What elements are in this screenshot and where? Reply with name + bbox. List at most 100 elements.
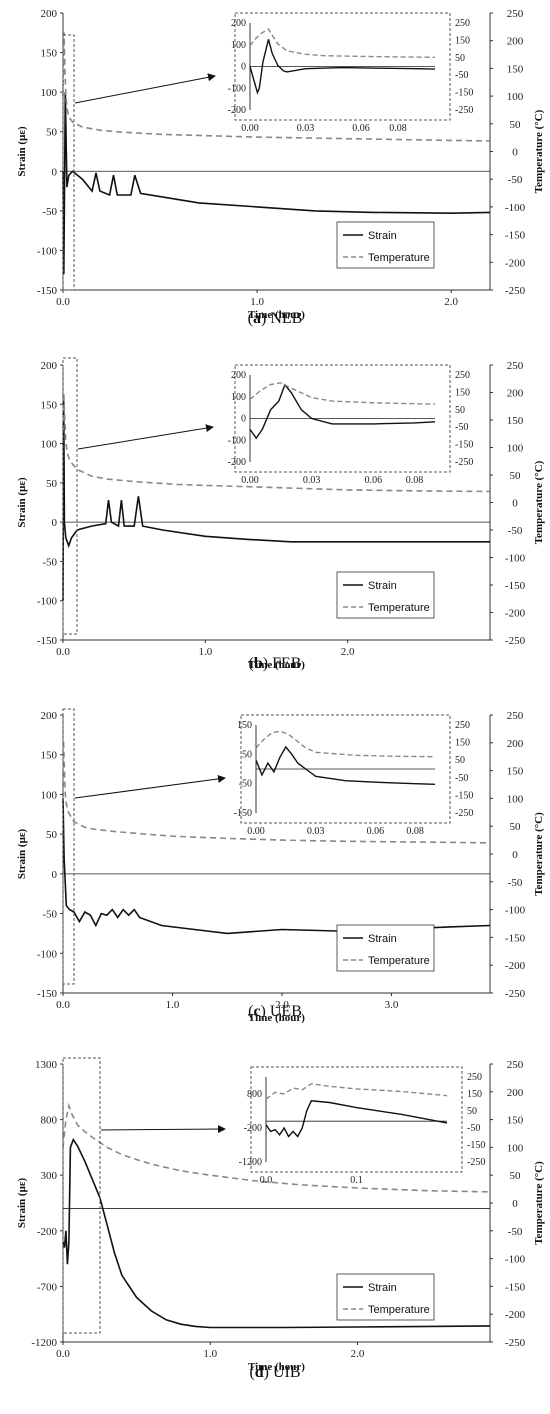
inset-y2-tick-label: -50 (455, 70, 468, 81)
strain-series-line (62, 92, 491, 275)
inset-y-tick-label: 200 (231, 18, 246, 29)
x-tick-label: 2.0 (275, 999, 289, 1011)
inset-x-tick-label: 0.1 (350, 1175, 363, 1186)
y2-tick-label: -100 (505, 553, 526, 565)
y2-tick-label: -200 (505, 960, 526, 972)
x-tick-label: 0.0 (56, 1348, 70, 1360)
x-tick-label: 1.0 (250, 296, 264, 308)
y2-tick-label: -250 (505, 988, 526, 1000)
inset-y-tick-label: 800 (247, 1089, 262, 1100)
y2-tick-label: 250 (507, 710, 524, 722)
y-tick-label: 100 (41, 439, 58, 451)
inset-chart: -150 -50 50 150 -250 -150 -50 50 150 250 0.00 0.03 0… (234, 714, 473, 837)
y2-tick-label: -100 (505, 905, 526, 917)
inset-y-tick-label: -200 (228, 457, 246, 468)
y2-tick-label: 250 (507, 1059, 524, 1071)
caption-letter: a (253, 310, 261, 327)
zoom-region-box (62, 708, 75, 985)
y2-axis-label: Temperature (°C) (533, 1161, 545, 1245)
legend-label: Strain (368, 933, 397, 945)
caption-name: ) FEB (263, 655, 302, 672)
x-axis-label: Time (hour) (248, 1361, 305, 1373)
inset-y-tick-label: 0 (241, 62, 246, 73)
y2-tick-label: 100 (507, 91, 524, 103)
y-tick-label: 200 (41, 710, 58, 722)
y-tick-label: -150 (37, 988, 58, 1000)
caption-letter: c (253, 1003, 260, 1020)
caption-letter: b (254, 655, 263, 672)
x-tick-label: 1.0 (198, 646, 212, 658)
caption-paren-open: ( (249, 1364, 254, 1381)
strain-series-line (62, 798, 491, 935)
panel-caption: (d) UIB (249, 1364, 300, 1381)
chart-panel-uib: -1200 -700 -200 300 800 1300 -250 -200 -150 -100 -… (16, 1057, 545, 1381)
x-axis-label: Time (hour) (248, 1012, 305, 1024)
y-tick-label: -200 (37, 1226, 58, 1238)
inset-y-tick-label: -200 (228, 105, 246, 116)
x-tick-label: 0.0 (56, 646, 70, 658)
inset-y2-tick-label: -150 (455, 440, 473, 451)
y2-tick-label: 150 (507, 1115, 524, 1127)
y-tick-label: 0 (52, 166, 58, 178)
inset-y2-tick-label: -250 (455, 457, 473, 468)
inset-y-tick-label: -50 (239, 779, 252, 790)
x-tick-label: 2.0 (351, 1348, 365, 1360)
y-tick-label: 50 (46, 127, 58, 139)
y-axis-label: Strain (με) (16, 477, 28, 528)
y-tick-label: 150 (41, 750, 58, 762)
caption-name: ) UEB (261, 1003, 302, 1020)
y2-tick-label: -150 (505, 580, 526, 592)
inset-strain-line (249, 39, 436, 95)
legend-label: Temperature (368, 252, 430, 264)
y2-tick-label: 150 (507, 415, 524, 427)
y-axis-label: Strain (με) (16, 126, 28, 177)
inset-x-tick-label: 0.00 (247, 826, 265, 837)
zoom-arrow (100, 1125, 226, 1134)
chart-panel-ueb: -150 -100 -50 0 50 100 150 200 -250 -200 -150 -100 -… (16, 708, 545, 1024)
y-tick-label: 300 (41, 1170, 58, 1182)
y-tick-label: 0 (52, 869, 58, 881)
y2-tick-label: 150 (507, 766, 524, 778)
y2-tick-label: 200 (507, 1087, 524, 1099)
y2-tick-label: -200 (505, 1309, 526, 1321)
y2-tick-label: 0 (512, 849, 518, 861)
y2-tick-label: 250 (507, 8, 524, 20)
caption-letter: d (255, 1364, 264, 1381)
y-tick-label: -100 (37, 596, 58, 608)
y-tick-label: -100 (37, 245, 58, 257)
y-tick-label: 100 (41, 789, 58, 801)
y-tick-label: -50 (42, 909, 57, 921)
y2-tick-label: -250 (505, 1337, 526, 1349)
y-tick-label: -150 (37, 635, 58, 647)
y2-tick-label: -200 (505, 257, 526, 269)
inset-y2-tick-label: 50 (455, 755, 465, 766)
inset-y2-tick-label: 250 (455, 18, 470, 29)
y2-tick-label: 200 (507, 388, 524, 400)
inset-x-tick-label: 0.08 (406, 826, 424, 837)
inset-x-tick-label: 0.00 (241, 123, 259, 134)
inset-x-tick-label: 0.06 (365, 475, 383, 486)
legend-box (336, 924, 435, 972)
inset-chart: -200 -100 0 100 200 -250 -150 -50 50 150 250 0.00 0.… (228, 364, 473, 486)
x-axis-label: Time (hour) (248, 309, 305, 321)
y-tick-label: -50 (42, 206, 57, 218)
y2-axis-label: Temperature (°C) (533, 812, 545, 896)
caption-paren-open: ( (248, 310, 253, 327)
y2-tick-label: 0 (512, 498, 518, 510)
y2-tick-label: 150 (507, 63, 524, 75)
inset-y2-tick-label: 50 (455, 405, 465, 416)
temperature-series-line (62, 392, 491, 493)
inset-y2-tick-label: 250 (455, 720, 470, 731)
x-tick-label: 3.0 (385, 999, 399, 1011)
legend-box (336, 571, 435, 619)
strain-series-line (62, 1137, 491, 1329)
inset-y2-tick-label: 50 (467, 1106, 477, 1117)
inset-x-tick-label: 0.03 (297, 123, 315, 134)
y2-tick-label: 200 (507, 738, 524, 750)
y-tick-label: -100 (37, 948, 58, 960)
temperature-series-line (62, 739, 491, 844)
inset-y2-tick-label: -50 (455, 422, 468, 433)
y2-tick-label: -200 (505, 608, 526, 620)
zoom-arrow (77, 424, 214, 450)
